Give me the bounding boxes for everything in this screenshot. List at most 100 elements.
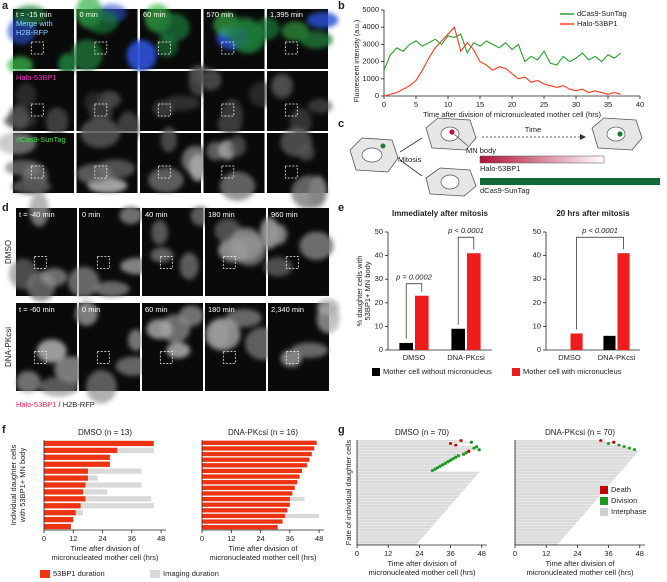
bar (202, 451, 312, 457)
fate-event (459, 439, 463, 443)
x-tick-label: 12 (384, 549, 392, 558)
cell (297, 144, 315, 161)
cell (4, 159, 41, 176)
channel-label: dCas9-SunTag (16, 135, 66, 144)
channel-label: Merge with (16, 19, 53, 28)
time-label: t = -60 min (19, 305, 55, 314)
bar (202, 513, 285, 519)
y-tick-label: 0 (537, 345, 541, 354)
panel-label: b (338, 0, 345, 12)
bar (44, 503, 81, 509)
cells (206, 135, 256, 201)
bar (44, 475, 88, 481)
x-axis-label: Time after division of micronucleated mo… (423, 110, 602, 119)
time-label: 180 min (208, 305, 235, 314)
cells (255, 11, 339, 49)
chart-title: DMSO (n = 70) (395, 428, 449, 437)
x-tick-label: 20 (508, 100, 516, 109)
nucleus (361, 147, 383, 163)
cell (152, 100, 174, 118)
bar (44, 468, 142, 474)
cell (71, 39, 103, 72)
bar (44, 482, 142, 488)
time-label: 180 min (208, 210, 235, 219)
legend-label: Death (611, 485, 631, 494)
cells (126, 3, 190, 72)
bar (44, 496, 152, 502)
cells (3, 82, 69, 136)
arrow (399, 137, 423, 153)
legend-label: Interphase (611, 507, 646, 516)
x-tick-label: DMSO (403, 353, 426, 362)
x-axis-label: Time after division of (229, 544, 299, 553)
cell (219, 171, 256, 201)
legend-label: 53BP1 duration (53, 569, 105, 578)
roi-box (96, 351, 110, 364)
fate-event (627, 446, 632, 450)
cell (280, 349, 302, 368)
caption: Halo-53BP1 / H2B-RFP (16, 400, 95, 409)
bar (44, 489, 84, 495)
fate-event (451, 457, 455, 461)
bar (44, 482, 86, 488)
x-axis-label: Time after division of (388, 559, 458, 568)
legend-swatch (150, 570, 160, 578)
caption-part: / H2B-RFP (56, 400, 94, 409)
fate-event (633, 448, 637, 452)
bar (44, 454, 110, 460)
cell (156, 13, 190, 42)
fate-event (430, 469, 434, 473)
bar (202, 474, 300, 479)
x-tick-label: 48 (315, 534, 323, 543)
cell (259, 217, 280, 249)
cell (189, 154, 207, 182)
roi-box (33, 256, 47, 269)
nucleus (606, 126, 626, 142)
bar (451, 328, 465, 350)
bar (415, 295, 429, 350)
fate-event (436, 466, 440, 470)
cell (225, 308, 262, 328)
time-label: 0 min (82, 305, 100, 314)
y-tick-label: 1000 (362, 74, 379, 83)
legend-swatch (372, 368, 380, 376)
x-tick-label: 36 (446, 549, 454, 558)
cell (9, 258, 38, 290)
roi-box (30, 103, 44, 117)
roi-box (221, 165, 235, 179)
x-tick-label: 36 (604, 549, 612, 558)
fate-event (475, 445, 479, 449)
bar (44, 510, 76, 516)
y-tick-label: 10 (533, 321, 541, 330)
fate-event (449, 458, 453, 462)
x-tick-label: 30 (572, 100, 580, 109)
bar (44, 447, 118, 454)
fate-event (438, 464, 442, 468)
cell (204, 318, 241, 351)
y-tick-label: 50 (533, 227, 541, 236)
y-axis-label: Individual daughter cells (9, 445, 18, 526)
cell (150, 247, 174, 263)
x-tick-label: 40 (636, 100, 644, 109)
legend-swatch (600, 497, 608, 505)
y-tick-label: 20 (533, 298, 541, 307)
x-tick-label: DNA-PKcsi (447, 353, 485, 362)
cell (76, 163, 113, 185)
time-label: 570 min (207, 10, 234, 19)
cell (228, 17, 262, 51)
cell (299, 30, 333, 49)
sig-bracket (405, 283, 423, 339)
y-axis-label: % daughter cells with (355, 256, 364, 327)
y-tick-label: 4000 (362, 22, 379, 31)
time-label: 60 min (143, 10, 166, 19)
fate-event (441, 463, 445, 467)
cell (151, 220, 168, 245)
y-tick-label: 40 (533, 251, 541, 260)
cell (229, 135, 246, 157)
cell (148, 167, 184, 193)
fate-event (477, 448, 481, 452)
roi-box (221, 41, 235, 55)
y-tick-label: 20 (375, 298, 383, 307)
panel-label: a (2, 0, 9, 12)
x-tick-label: 10 (444, 100, 452, 109)
